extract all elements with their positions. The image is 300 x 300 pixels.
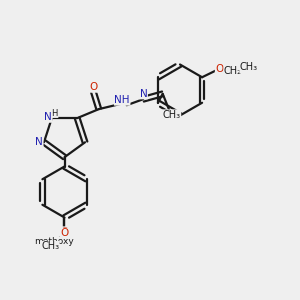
Text: N: N [140, 89, 147, 99]
Text: H: H [52, 109, 58, 118]
Text: NH: NH [114, 95, 130, 105]
Text: CH₃: CH₃ [240, 62, 258, 72]
Text: O: O [60, 227, 69, 237]
Text: N: N [44, 112, 52, 122]
Text: N: N [35, 137, 43, 147]
Text: O: O [60, 228, 69, 238]
Text: CH₂: CH₂ [224, 66, 242, 76]
Text: O: O [89, 82, 98, 92]
Text: CH₃: CH₃ [41, 241, 59, 251]
Text: methoxy: methoxy [34, 237, 74, 246]
Text: O: O [215, 64, 223, 74]
Text: CH₃: CH₃ [163, 110, 181, 120]
Text: methoxy: methoxy [0, 299, 1, 300]
